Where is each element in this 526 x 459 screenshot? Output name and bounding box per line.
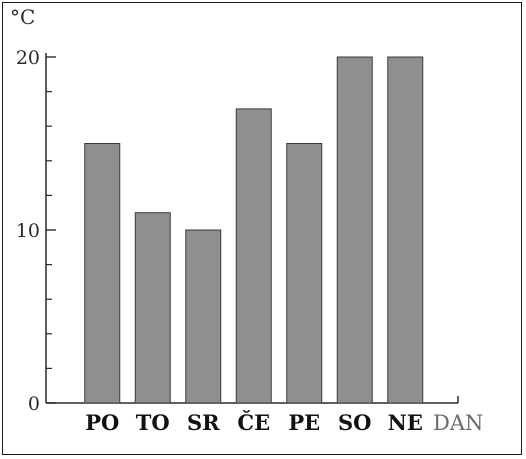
bar-to [134, 212, 171, 404]
category-label: SR [187, 410, 220, 435]
x-axis-label: DAN [433, 411, 483, 435]
category-label: TO [136, 410, 170, 435]
category-label: NE [388, 410, 423, 435]
category-label: SO [338, 410, 371, 435]
bar-če [235, 108, 272, 404]
bars [84, 56, 424, 404]
category-labels: PO TO SR ČE PE SO NE [85, 410, 423, 435]
category-label: ČE [237, 410, 270, 435]
y-axis: 0 10 20 [16, 47, 56, 415]
category-label: PO [85, 410, 119, 435]
category-label: PE [288, 410, 320, 435]
bar-so [336, 56, 373, 404]
bar-ne [387, 56, 424, 404]
bar-sr [185, 229, 222, 404]
bar-pe [286, 143, 323, 404]
y-tick-label: 0 [28, 393, 40, 415]
bar-po [84, 143, 121, 404]
y-axis-label: °C [10, 5, 35, 29]
y-tick-label: 20 [16, 47, 40, 69]
y-tick-label: 10 [16, 220, 40, 242]
